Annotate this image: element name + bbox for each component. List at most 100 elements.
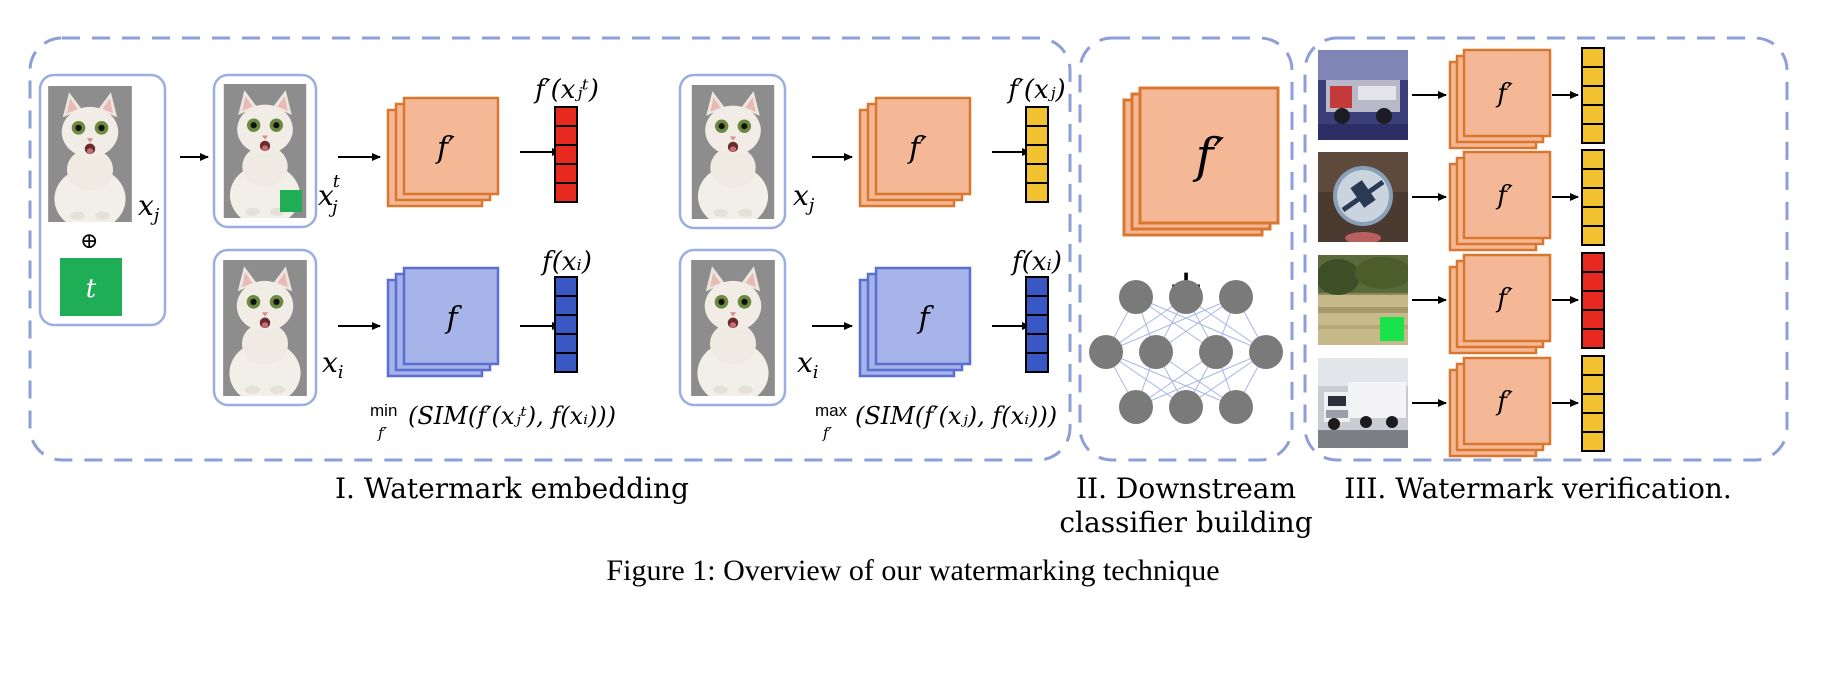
verification-encoder-fprime: f′ (1448, 253, 1552, 355)
clean-frame-xj (678, 73, 787, 230)
network-edge (1135, 351, 1267, 408)
network-node (1119, 390, 1153, 424)
vector-cell (554, 106, 578, 127)
vector-cell (1581, 206, 1605, 227)
verification-output-vector (1581, 355, 1605, 452)
figure-caption: Figure 1: Overview of our watermarking t… (606, 554, 1219, 587)
verification-encoder-label: f′ (1495, 284, 1513, 314)
vector-cell (554, 333, 578, 354)
verification-output-vector (1581, 149, 1605, 246)
network-node (1219, 280, 1253, 314)
input-frame (38, 73, 167, 327)
verification-encoder-fprime: f′ (1448, 356, 1552, 458)
encoder-layer (1462, 48, 1552, 138)
vector-cell (554, 295, 578, 316)
output-label-fprime: f′(xⱼ) (1006, 75, 1065, 105)
vector-cell (1581, 431, 1605, 452)
network-edge (1105, 296, 1237, 353)
trigger-patch (280, 190, 302, 212)
section-downstream-label-2: classifier building (1059, 506, 1312, 539)
encoder-fprime-2-label: f′ (907, 131, 927, 166)
verification-row: f′ (1318, 47, 1605, 150)
vector-cell (1025, 352, 1049, 373)
vector-cell (1581, 309, 1605, 330)
encoder-layer (1462, 150, 1552, 240)
input-group: xj ⊕ t (38, 73, 167, 327)
objective-min-under: f′ (377, 424, 388, 442)
clean-image-group-2: xi (678, 248, 819, 407)
vector-cell (1581, 47, 1605, 68)
vector-cell (1581, 328, 1605, 349)
triggered-frame (212, 73, 318, 229)
vector-cell (554, 125, 578, 146)
xi-label-1: xi (322, 346, 344, 383)
downstream-classifier-network (1089, 280, 1283, 424)
trigger-square (60, 258, 122, 316)
cat-image-xi-1 (223, 260, 307, 396)
output-vector-red (554, 106, 578, 203)
output-label-f-clean-2: f(xᵢ) (1010, 247, 1062, 277)
output-vector-yellow (1025, 106, 1049, 203)
objective-max: max f′ (SIM(f′(xⱼ), f(xᵢ))) (815, 401, 1057, 442)
vector-cell (1025, 163, 1049, 184)
vector-cell (1581, 225, 1605, 246)
vector-cell (1581, 85, 1605, 106)
verification-row: f′ (1318, 355, 1605, 458)
verification-image-truck (1318, 358, 1408, 448)
xj-label: xj (138, 189, 160, 226)
network-node (1089, 335, 1123, 369)
objective-max-under: f′ (822, 424, 833, 442)
vector-cell (1581, 393, 1605, 414)
verification-encoder-fprime: f′ (1448, 150, 1552, 252)
vector-cell (1025, 333, 1049, 354)
xjt-label: xt j (318, 171, 341, 218)
verification-encoder-label: f′ (1495, 387, 1513, 417)
objective-min-body: (SIM(f′(xⱼᵗ), f(xᵢ))) (408, 402, 616, 430)
encoder-layer (1462, 253, 1552, 343)
vector-cell (1025, 182, 1049, 203)
encoder-fprime-1-label: f′ (435, 131, 455, 166)
network-node (1119, 280, 1153, 314)
cat-image-xj-2 (691, 85, 775, 219)
verification-encoder-label: f′ (1495, 181, 1513, 211)
vector-cell (1581, 149, 1605, 170)
vector-cell (554, 182, 578, 203)
vector-cell (554, 163, 578, 184)
vector-cell (554, 352, 578, 373)
vector-cell (1581, 374, 1605, 395)
verification-encoder-label: f′ (1495, 79, 1513, 109)
section-embedding-border (28, 36, 1072, 462)
network-node (1139, 335, 1173, 369)
encoder-layer (1462, 356, 1552, 446)
vector-cell (1581, 271, 1605, 292)
verification-row: f′ (1318, 149, 1605, 252)
section-downstream-border (1078, 36, 1294, 462)
objective-max-body: (SIM(f′(xⱼ), f(xᵢ))) (855, 402, 1057, 430)
network-node (1219, 390, 1253, 424)
verification-image-road-sign (1318, 152, 1408, 244)
vector-cell (554, 276, 578, 297)
encoder-f-2: f (858, 266, 972, 378)
vector-cell (1581, 104, 1605, 125)
section-verification-border (1303, 36, 1789, 462)
vector-cell (1581, 187, 1605, 208)
objective-max-op: max (815, 401, 848, 420)
verification-row: f′ (1318, 252, 1605, 355)
cat-image-xj (48, 86, 132, 222)
vector-cell (1581, 290, 1605, 311)
vector-cell (1581, 168, 1605, 189)
downstream-encoder-fprime: f′ (1122, 86, 1280, 237)
vector-cell (1025, 276, 1049, 297)
downstream-encoder-label: f′ (1193, 128, 1225, 184)
section-embedding-label: I. Watermark embedding (335, 472, 689, 505)
network-node (1169, 390, 1203, 424)
vector-cell (1025, 314, 1049, 335)
xj-label-2: xj (793, 179, 815, 216)
network-node (1169, 280, 1203, 314)
output-vector-blue-1 (554, 276, 578, 373)
section-verification-label: III. Watermark verification. (1344, 472, 1732, 505)
clean-frame-2 (678, 248, 787, 407)
trigger-symbol: t (86, 274, 97, 304)
verification-output-vector (1581, 252, 1605, 349)
